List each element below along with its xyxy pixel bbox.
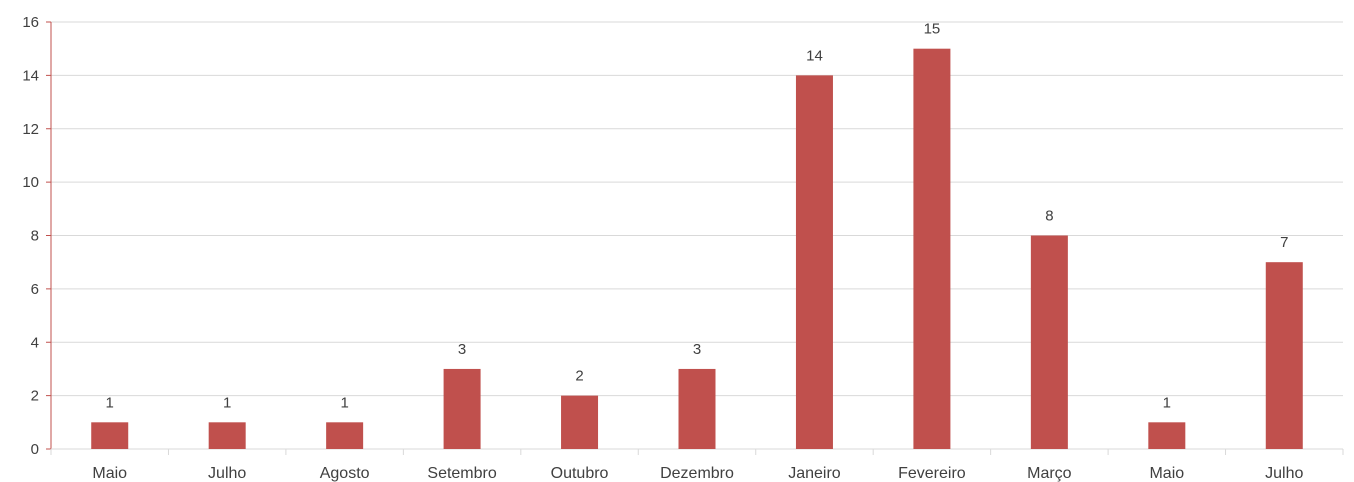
x-axis: Maio Julho Agosto Setembro Outubro Dezembro Ja… [50,448,1344,482]
x-tick-label: Maio [1149,465,1184,482]
bar [678,368,716,449]
x-tick-label: Outubro [551,465,609,482]
data-labels: 1 1 1 3 2 3 14 15 8 1 7 [106,21,1289,412]
x-tick-label: Janeiro [788,465,841,482]
data-label: 3 [693,341,701,358]
data-label: 1 [223,394,231,411]
bar [913,48,951,449]
x-tick-label: Dezembro [660,465,734,482]
y-tick-label: 14 [22,67,39,84]
bar [1265,262,1303,449]
y-tick-label: 10 [22,174,39,191]
data-label: 1 [340,394,348,411]
data-label: 8 [1045,208,1053,225]
x-tick-label: Março [1027,465,1072,482]
y-tick-label: 2 [31,388,39,405]
data-label: 15 [924,21,941,38]
y-tick-label: 6 [31,281,39,298]
data-label: 7 [1280,234,1288,251]
bar [326,422,364,449]
y-tick-label: 8 [31,228,39,245]
bar [795,75,833,449]
data-label: 14 [806,47,823,64]
bar [1148,422,1186,449]
x-tick-label: Julho [208,465,246,482]
data-label: 3 [458,341,466,358]
bars [91,48,1303,449]
gridlines [51,21,1343,397]
data-label: 1 [1163,394,1171,411]
y-tick-label: 16 [22,14,39,31]
y-tick-label: 4 [31,334,39,351]
bar [1030,235,1068,449]
x-tick-label: Agosto [320,465,370,482]
bar [443,368,481,449]
x-tick-label: Setembro [427,465,496,482]
y-tick-label: 0 [31,441,39,458]
data-label: 1 [106,394,114,411]
y-tick-label: 12 [22,121,39,138]
x-tick-label: Maio [92,465,127,482]
y-axis: 0 2 4 6 8 10 12 14 16 [22,14,52,458]
data-label: 2 [575,368,583,385]
bar [208,422,246,449]
bar [91,422,129,449]
bar [561,395,599,449]
x-tick-label: Julho [1265,465,1303,482]
x-tick-label: Fevereiro [898,465,966,482]
